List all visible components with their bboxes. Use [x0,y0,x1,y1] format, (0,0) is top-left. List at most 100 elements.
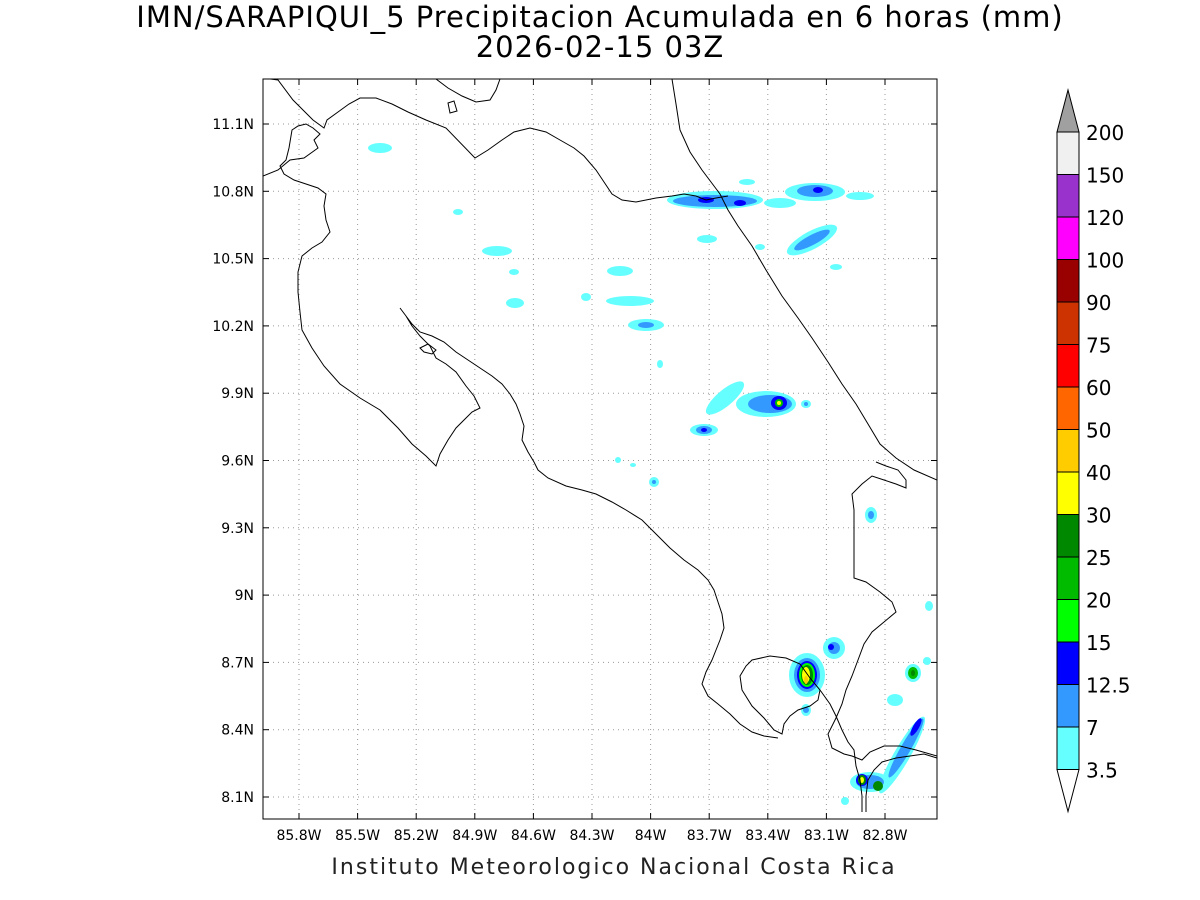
colorbar-box [1056,684,1080,728]
precip-cell [803,707,809,713]
longitude-axis: 85.8W 85.5W 85.2W 84.9W 84.6W 84.3W 84W 83.7W 83… [276,79,908,844]
colorbar-bottom-triangle [1056,769,1080,814]
precip-cell [607,266,633,276]
colorbar-box [1056,174,1080,218]
lake-island [447,100,458,114]
colorbar-level-label: 12.5 [1086,674,1131,698]
precip-cell [755,244,765,250]
precip-cell [606,296,654,306]
chart-title: IMN/SARAPIQUI_5 Precipitacion Acumulada … [136,0,1064,34]
precip-cell [923,657,931,665]
lat-tick-label: 8.4N [221,723,254,739]
colorbar-level-label: 100 [1086,249,1124,273]
precip-cell [509,269,519,275]
precip-cell [764,198,796,208]
lat-tick-label: 9.3N [221,521,254,537]
colorbar-level-label: 3.5 [1086,759,1118,783]
colorbar-box [1056,386,1080,430]
osa-peninsula [739,655,821,735]
plot-frame [262,78,938,820]
precip-cell [868,511,874,519]
colorbar-box [1056,556,1080,600]
precip-cell [841,797,849,805]
lon-tick-label: 85.5W [335,828,380,844]
precip-cell [830,264,842,270]
colorbar-box [1056,471,1080,515]
panama-border [827,461,937,761]
precip-cell [630,463,636,467]
precip-cell [734,200,746,206]
precip-cell [506,298,524,308]
chart-title-block: IMN/SARAPIQUI_5 Precipitacion Acumulada … [0,2,1200,62]
precip-cell [925,601,933,611]
lon-tick-label: 84.6W [511,828,556,844]
lon-tick-label: 83.7W [687,828,732,844]
lat-tick-label: 10.5N [212,252,254,268]
lat-tick-label: 9.9N [221,386,254,402]
precip-cell [813,187,823,193]
precip-cell [860,777,864,783]
lon-tick-label: 84.9W [452,828,497,844]
colorbar-box [1056,599,1080,643]
precip-cell [887,694,903,706]
precip-cell [652,480,656,484]
lon-tick-label: 82.8W [862,828,907,844]
precip-cell [873,781,883,791]
precip-cell [739,179,755,185]
coastlines-borders [263,79,937,812]
nicoya-gulf-island [419,343,437,355]
latitude-axis: 11.1N 10.8N 10.5N 10.2N 9.9N 9.6N 9.3N 9N 8.7N 8.… [212,117,937,806]
lon-tick-label: 83.4W [745,828,790,844]
colorbar-box [1056,131,1080,175]
colorbar-level-label: 75 [1086,334,1111,358]
precip-cell [701,428,707,432]
precip-cell [697,235,717,243]
colorbar-box [1056,216,1080,260]
precip-cell [615,457,621,463]
colorbar-level-label: 30 [1086,504,1111,528]
colorbar-box [1056,641,1080,685]
precip-cell [482,246,512,256]
lon-tick-label: 83.1W [804,828,849,844]
lat-tick-label: 9N [235,588,254,604]
pacific-coast [263,123,779,739]
lake-nicaragua-shore [435,79,501,103]
precip-cell [453,209,463,215]
lon-tick-label: 85.8W [276,828,321,844]
lat-tick-label: 8.7N [221,655,254,671]
precip-cell [581,293,591,301]
lon-tick-label: 84W [635,828,667,844]
lat-tick-label: 10.8N [212,184,254,200]
colorbar-level-label: 25 [1086,546,1111,570]
colorbar-level-label: 150 [1086,164,1124,188]
colorbar-level-label: 20 [1086,589,1111,613]
precip-cell [804,676,808,684]
lat-tick-label: 8.1N [221,790,254,806]
precip-cell [802,667,810,683]
precip-cell [911,670,915,676]
colorbar-box [1056,259,1080,303]
precip-cell [846,192,874,200]
colorbar-level-label: 200 [1086,121,1124,145]
precip-cell [368,143,392,153]
lat-tick-label: 10.2N [212,319,254,335]
precip-cell [910,718,922,736]
colorbar-level-label: 120 [1086,206,1124,230]
precip-cell [777,401,781,405]
colorbar-level-label: 15 [1086,631,1111,655]
colorbar-box [1056,301,1080,345]
colorbar-legend: 200 150 120 100 90 75 60 50 40 30 25 20 15 12.5 7 3.5 [1056,88,1131,814]
colorbar-box [1056,344,1080,388]
lat-tick-label: 9.6N [221,454,254,470]
colorbar-level-label: 50 [1086,419,1111,443]
colorbar-box [1056,429,1080,473]
nicaragua-border [266,79,729,203]
precip-cell [804,402,808,406]
colorbar-top-triangle [1056,88,1080,133]
burica-coast [865,753,937,812]
colorbar-level-label: 7 [1086,716,1099,740]
colorbar-level-label: 40 [1086,461,1111,485]
lon-tick-label: 85.2W [394,828,439,844]
lat-tick-label: 11.1N [212,117,254,133]
